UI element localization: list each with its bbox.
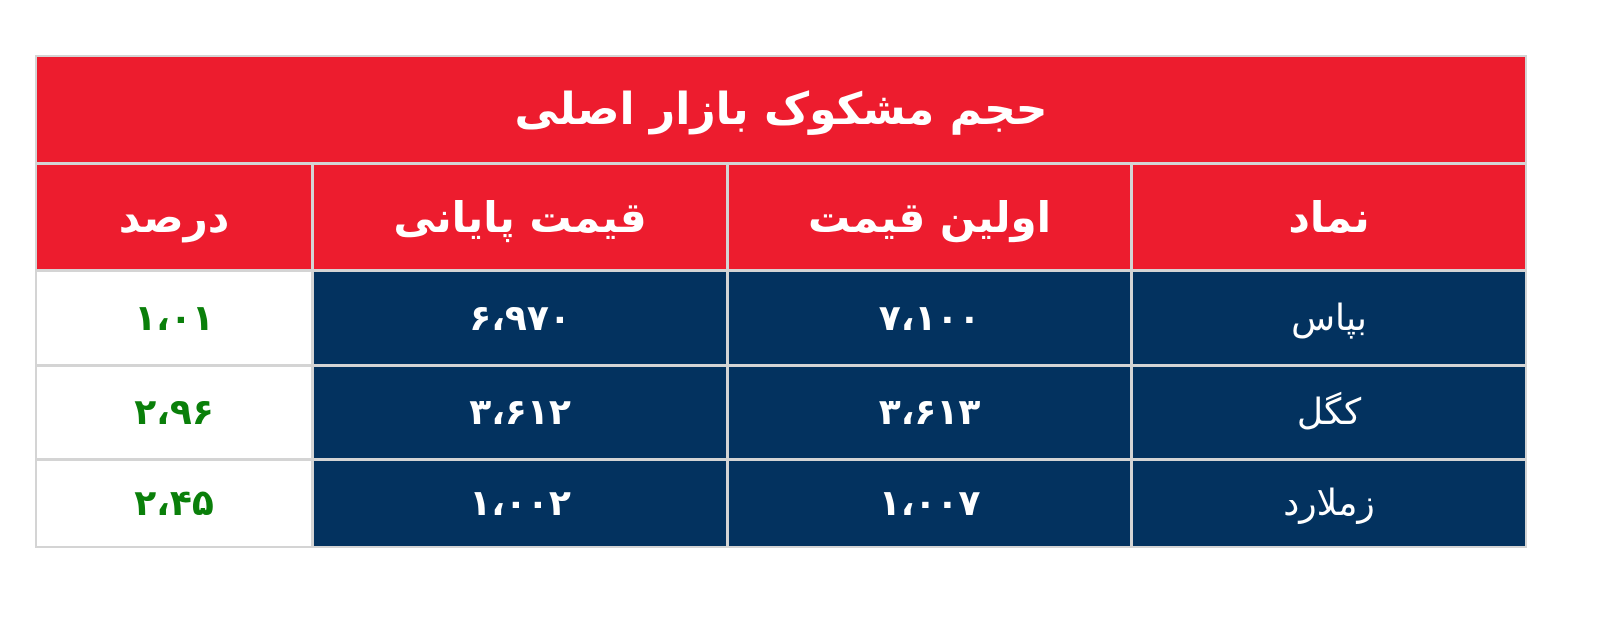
header-first-price: اولین قیمت (729, 165, 1130, 269)
row-1-final-price: ۶،۹۷۰ (314, 272, 726, 364)
header-final-price: قیمت پایانی (314, 165, 726, 269)
suspicious-volume-table: حجم مشکوک بازار اصلی درصد قیمت پایانی او… (35, 55, 1527, 548)
row-2-percent: ۲،۹۶ (37, 367, 311, 458)
row-2-final-price: ۳،۶۱۲ (314, 367, 726, 458)
row-1-first-price: ۷،۱۰۰ (729, 272, 1130, 364)
row-1-symbol: بپاس (1133, 272, 1525, 364)
row-3-first-price: ۱،۰۰۷ (729, 461, 1130, 546)
table-title: حجم مشکوک بازار اصلی (37, 57, 1525, 162)
header-percent: درصد (37, 165, 311, 269)
row-1-percent: ۱،۰۱ (37, 272, 311, 364)
row-3-symbol: زملارد (1133, 461, 1525, 546)
row-3-percent: ۲،۴۵ (37, 461, 311, 546)
header-symbol: نماد (1133, 165, 1525, 269)
row-2-first-price: ۳،۶۱۳ (729, 367, 1130, 458)
row-2-symbol: کگل (1133, 367, 1525, 458)
row-3-final-price: ۱،۰۰۲ (314, 461, 726, 546)
